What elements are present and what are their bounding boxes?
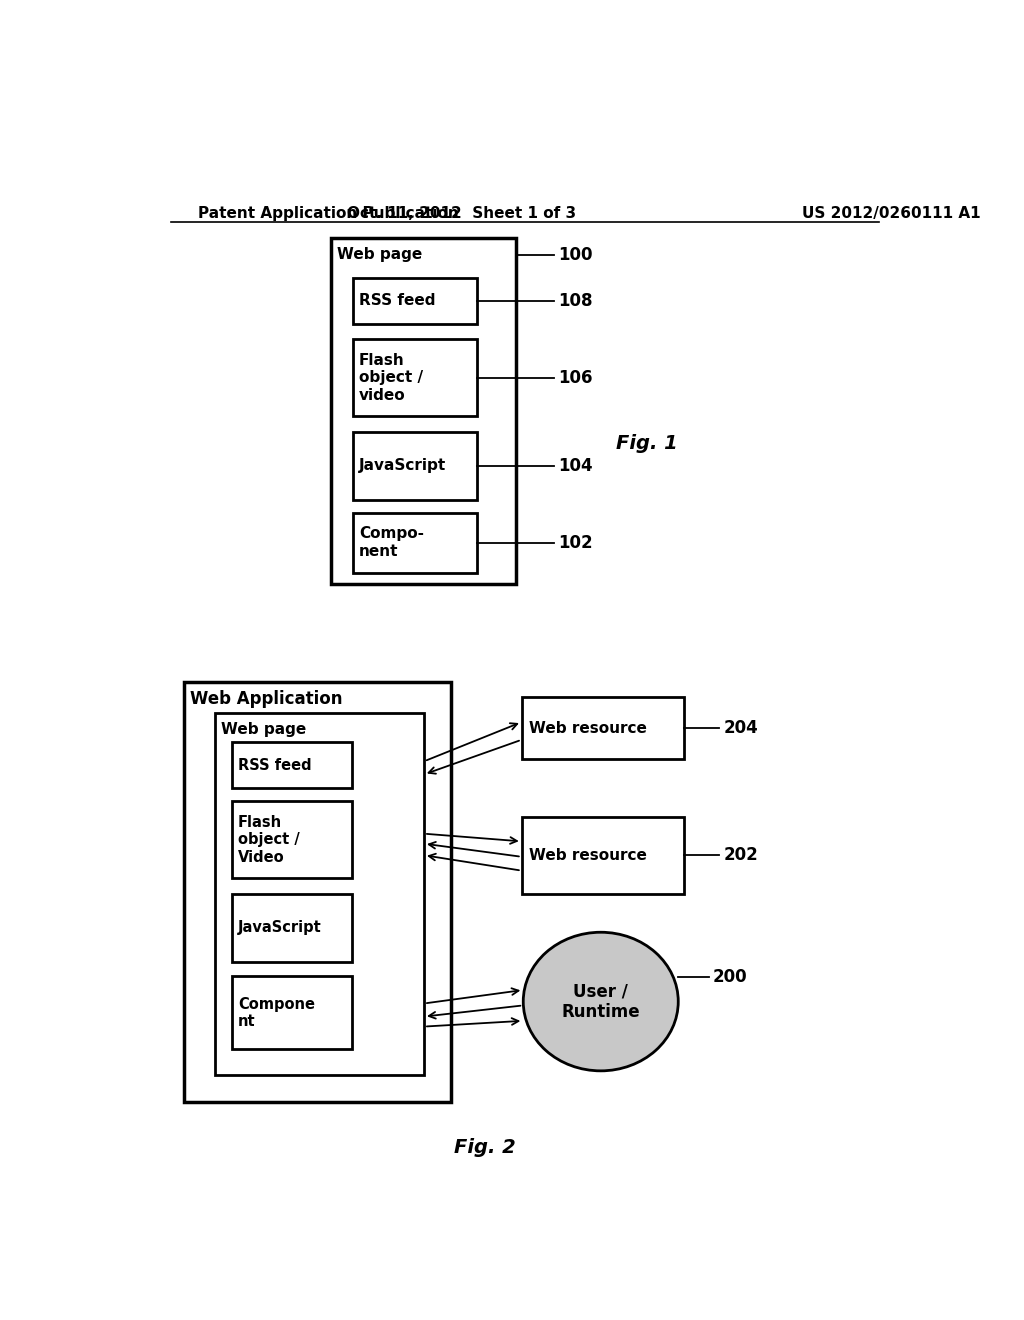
Bar <box>521 697 684 759</box>
Text: 106: 106 <box>558 368 593 387</box>
Bar <box>352 277 477 323</box>
Text: Compone
nt: Compone nt <box>238 997 315 1028</box>
Text: Web resource: Web resource <box>529 847 647 863</box>
Text: RSS feed: RSS feed <box>359 293 435 309</box>
Bar <box>183 682 452 1102</box>
Text: 102: 102 <box>558 533 593 552</box>
Text: Web page: Web page <box>337 247 423 263</box>
Text: 100: 100 <box>558 246 593 264</box>
Text: 202: 202 <box>723 846 758 865</box>
Text: JavaScript: JavaScript <box>359 458 446 473</box>
Text: Web resource: Web resource <box>529 721 647 735</box>
Bar <box>352 512 477 573</box>
Text: Fig. 1: Fig. 1 <box>616 434 678 453</box>
Text: Compo-
nent: Compo- nent <box>359 527 424 558</box>
Text: 200: 200 <box>713 969 748 986</box>
Text: 104: 104 <box>558 457 593 475</box>
Text: RSS feed: RSS feed <box>238 758 311 772</box>
Text: Flash
object /
video: Flash object / video <box>359 352 423 403</box>
Text: Web Application: Web Application <box>190 690 342 708</box>
Bar <box>231 742 352 788</box>
Text: 204: 204 <box>723 719 758 737</box>
Ellipse shape <box>523 932 678 1071</box>
Text: JavaScript: JavaScript <box>238 920 322 935</box>
Text: Flash
object /
Video: Flash object / Video <box>238 814 300 865</box>
Text: Fig. 2: Fig. 2 <box>454 1138 515 1158</box>
Text: Oct. 11, 2012  Sheet 1 of 3: Oct. 11, 2012 Sheet 1 of 3 <box>347 206 575 222</box>
Text: US 2012/0260111 A1: US 2012/0260111 A1 <box>802 206 981 222</box>
Bar <box>231 801 352 878</box>
Text: User /
Runtime: User / Runtime <box>561 982 640 1020</box>
Bar <box>352 339 477 416</box>
Bar <box>215 713 424 1074</box>
Bar <box>521 817 684 894</box>
Bar <box>231 977 352 1049</box>
Text: Web page: Web page <box>221 722 306 738</box>
Text: Patent Application Publication: Patent Application Publication <box>198 206 459 222</box>
Bar <box>352 432 477 499</box>
Bar <box>331 238 515 585</box>
Bar <box>231 894 352 961</box>
Text: 108: 108 <box>558 292 593 310</box>
